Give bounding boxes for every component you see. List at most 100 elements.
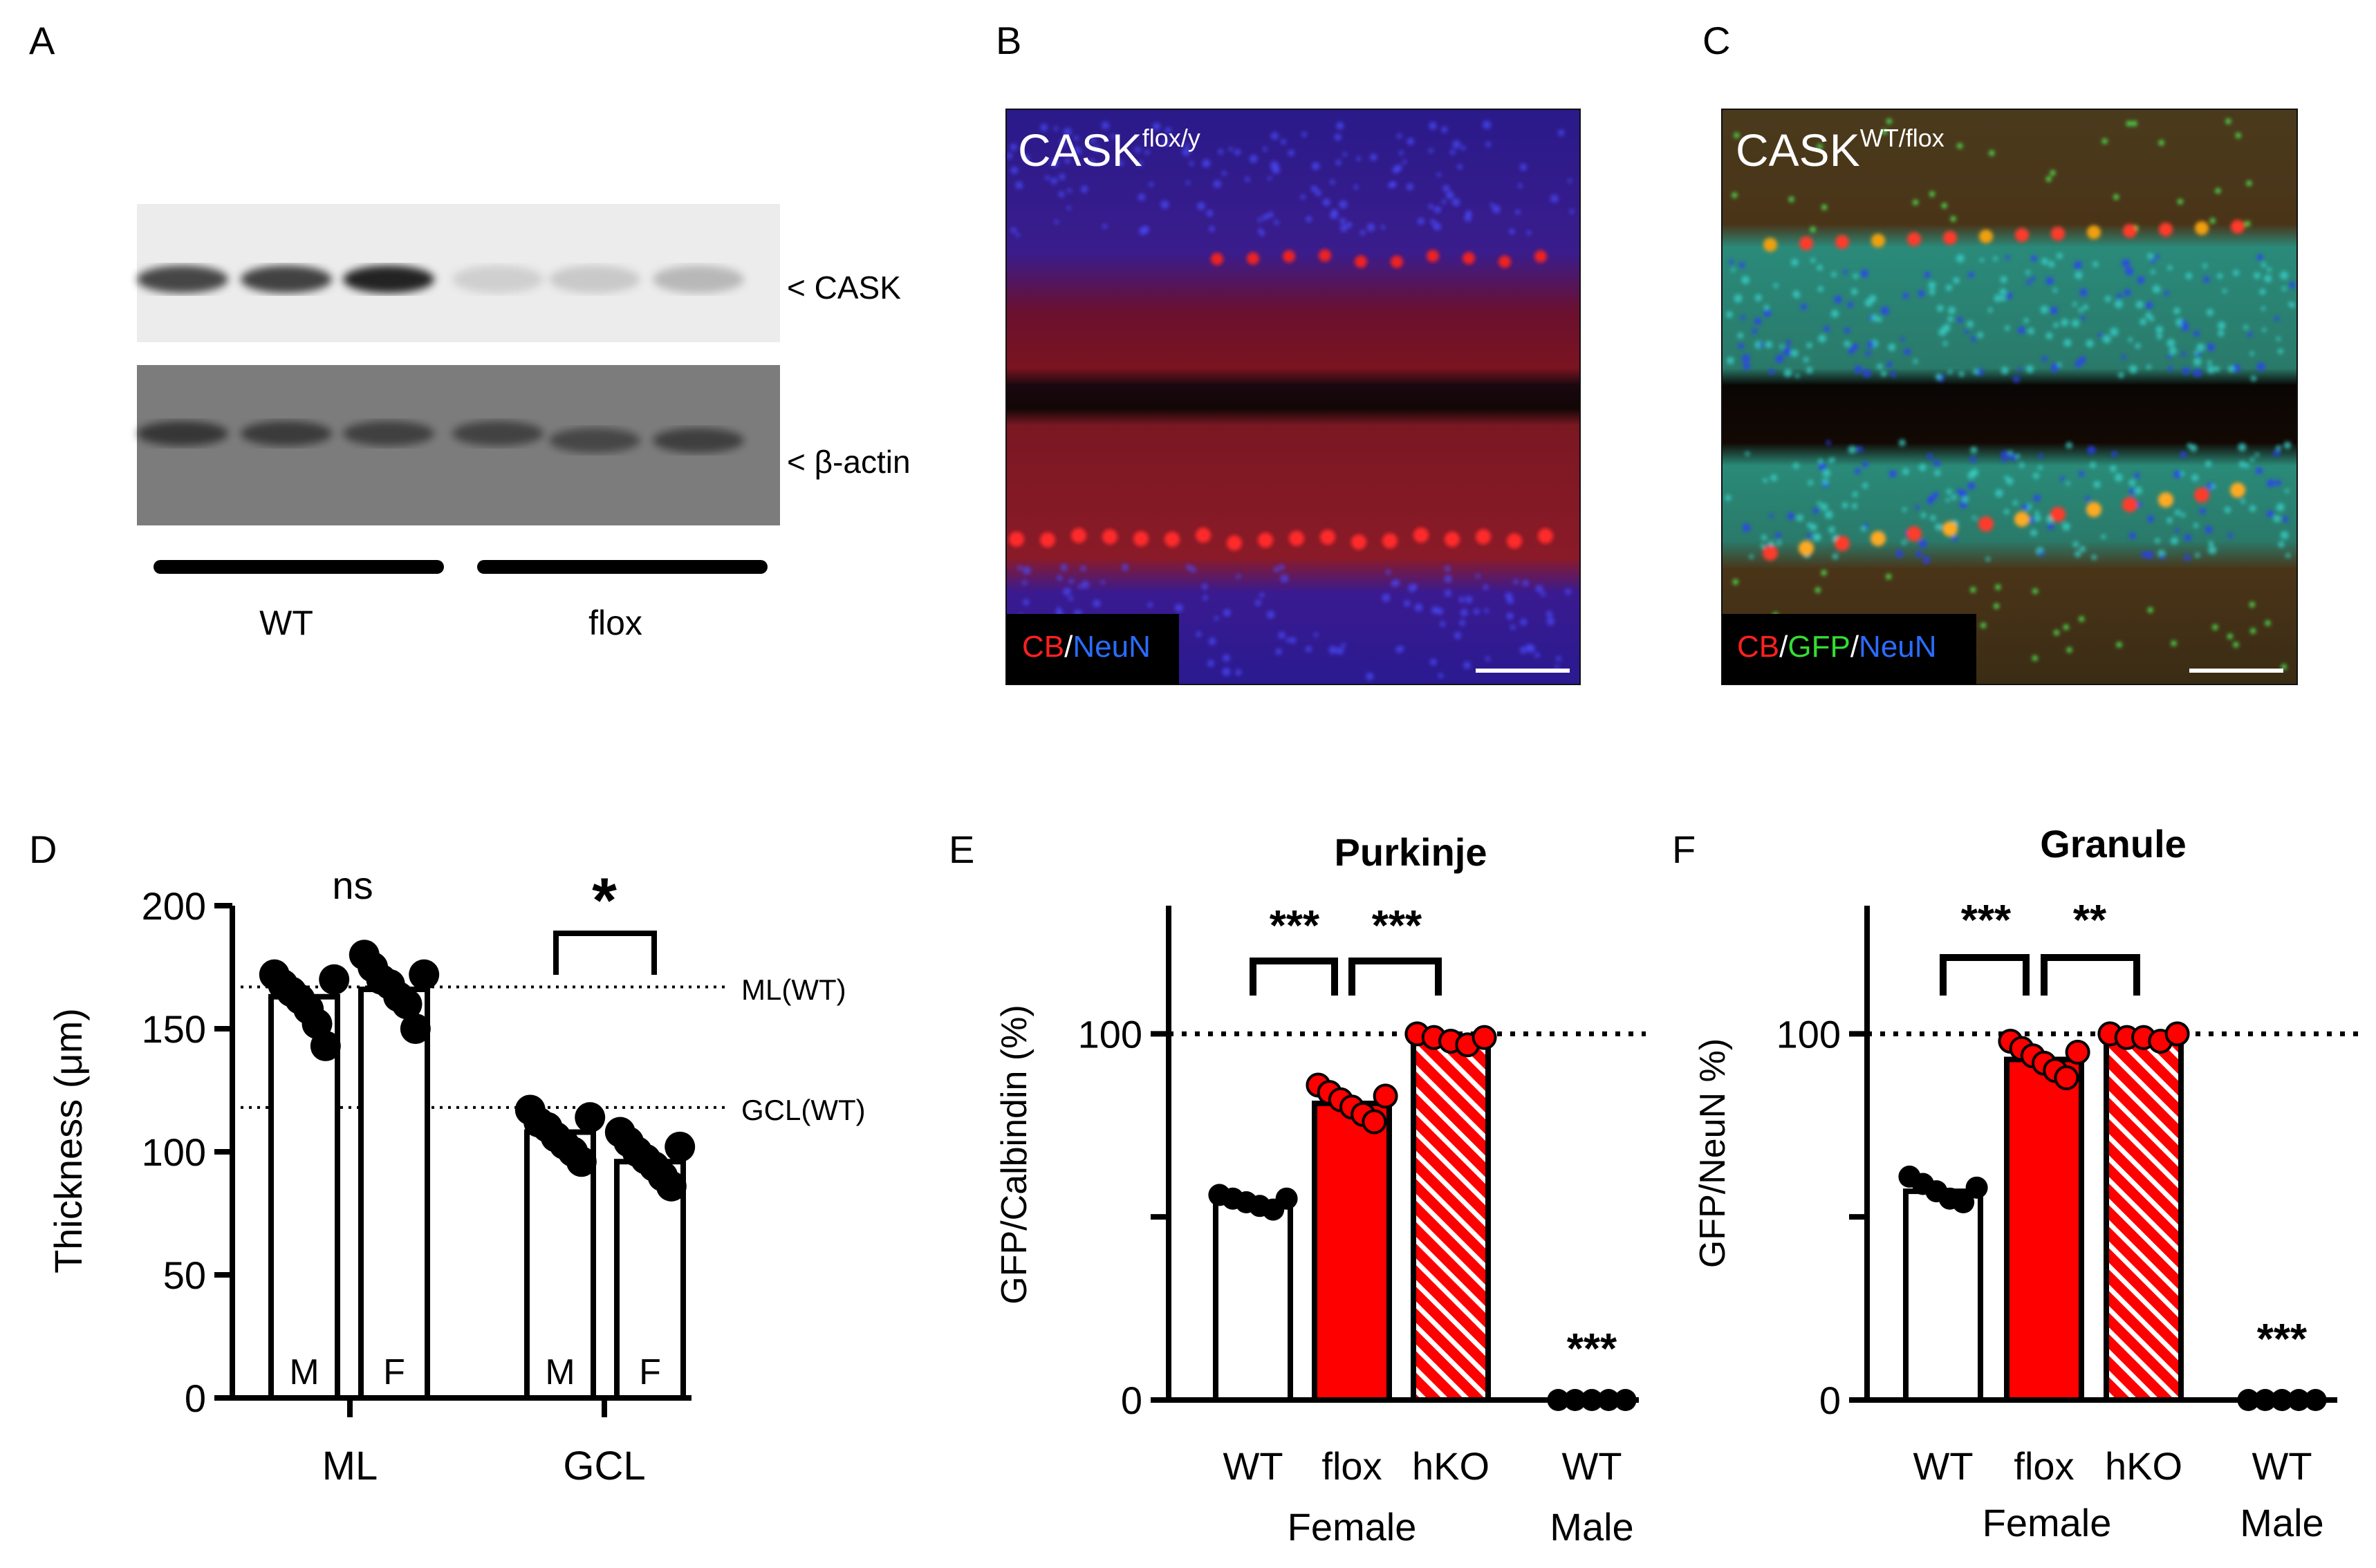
granule-dot bbox=[1948, 306, 1956, 315]
granule-dot bbox=[2171, 536, 2178, 545]
significance-stars: ** bbox=[2073, 897, 2107, 944]
neun-dot bbox=[1476, 574, 1481, 579]
neun-dot bbox=[1022, 580, 1028, 586]
purkinje-cell bbox=[1071, 528, 1086, 543]
granule-dot bbox=[2167, 354, 2172, 359]
neun-dot bbox=[1234, 149, 1241, 156]
granule-dot bbox=[1844, 340, 1850, 348]
granule-dot bbox=[1737, 333, 1744, 339]
purkinje-cell bbox=[1943, 231, 1957, 245]
granule-dot bbox=[1738, 342, 1745, 349]
significance-stars: *** bbox=[2257, 1316, 2308, 1363]
gfp-dot bbox=[2215, 187, 2221, 194]
neun-dot bbox=[1023, 599, 1030, 606]
granule-dot bbox=[1848, 347, 1855, 355]
granule-dot bbox=[1959, 501, 1967, 508]
granule-dot bbox=[2160, 554, 2165, 560]
granule-dot bbox=[1904, 348, 1911, 355]
granule-dot bbox=[2150, 258, 2155, 263]
granule-dot bbox=[2193, 368, 2202, 377]
granule-dot bbox=[2022, 503, 2029, 510]
granule-dot bbox=[2278, 541, 2285, 548]
granule-dot bbox=[1929, 289, 1936, 295]
cask-band bbox=[653, 265, 744, 293]
neun-dot bbox=[1390, 181, 1397, 188]
chart-e-title: Purkinje bbox=[1335, 830, 1487, 874]
neun-dot bbox=[1336, 122, 1344, 130]
purkinje-cell bbox=[1507, 533, 1522, 549]
granule-dot bbox=[2256, 362, 2265, 371]
neun-dot bbox=[1565, 588, 1571, 595]
neun-dot bbox=[1093, 145, 1100, 153]
gfp-dot bbox=[2227, 633, 2233, 640]
neun-dot bbox=[1444, 566, 1451, 572]
neun-dot bbox=[1449, 149, 1456, 155]
granule-dot bbox=[1886, 362, 1892, 368]
granule-dot bbox=[1919, 539, 1927, 548]
granule-dot bbox=[2004, 325, 2010, 331]
neun-dot bbox=[1517, 183, 1523, 188]
neun-dot bbox=[1270, 132, 1279, 140]
granule-dot bbox=[2243, 324, 2249, 330]
granule-dot bbox=[2033, 494, 2041, 502]
granule-dot bbox=[2255, 467, 2263, 475]
granule-dot bbox=[1977, 332, 1984, 339]
bar-label: flox bbox=[2014, 1444, 2074, 1488]
neun-dot bbox=[1023, 566, 1031, 575]
neun-dot bbox=[1413, 584, 1418, 588]
granule-dot bbox=[1775, 532, 1781, 539]
neun-dot bbox=[1236, 574, 1241, 579]
granule-dot bbox=[1852, 492, 1858, 498]
granule-dot bbox=[1927, 454, 1933, 460]
purkinje-cell bbox=[1289, 530, 1304, 546]
neun-dot bbox=[1010, 167, 1019, 174]
granule-dot bbox=[2114, 473, 2123, 482]
granule-dot bbox=[1951, 536, 1958, 541]
granule-dot bbox=[2173, 470, 2182, 478]
granule-dot bbox=[2207, 365, 2215, 374]
significance-bracket bbox=[2041, 954, 2140, 996]
granule-dot bbox=[2056, 252, 2063, 259]
granule-dot bbox=[1956, 254, 1965, 263]
granule-dot bbox=[2026, 280, 2032, 286]
neun-dot bbox=[1505, 592, 1512, 600]
granule-dot bbox=[1817, 501, 1822, 506]
granule-dot bbox=[2196, 343, 2205, 352]
granule-dot bbox=[1967, 482, 1976, 490]
neun-dot bbox=[1279, 564, 1285, 570]
purkinje-cell bbox=[1164, 532, 1180, 548]
neun-dot bbox=[1274, 219, 1279, 225]
granule-dot bbox=[2262, 328, 2267, 333]
granule-dot bbox=[2203, 276, 2210, 283]
granule-dot bbox=[2175, 528, 2180, 533]
granule-dot bbox=[1769, 514, 1774, 519]
y-tick-label: 150 bbox=[142, 1007, 206, 1051]
neun-dot bbox=[1010, 227, 1017, 234]
granule-dot bbox=[1806, 522, 1812, 528]
granule-dot bbox=[2214, 366, 2220, 372]
granule-dot bbox=[2285, 488, 2290, 493]
granule-dot bbox=[1818, 463, 1827, 471]
granule-dot bbox=[1864, 299, 1873, 307]
granule-dot bbox=[2116, 293, 2122, 299]
neun-dot bbox=[1454, 631, 1462, 640]
granule-dot bbox=[2015, 454, 2021, 459]
neun-dot bbox=[1356, 156, 1361, 161]
granule-dot bbox=[2102, 335, 2111, 344]
neun-dot bbox=[1186, 180, 1191, 185]
blot-label-actin: < β-actin bbox=[787, 444, 911, 480]
neun-dot bbox=[1550, 194, 1559, 203]
gfp-dot bbox=[1788, 196, 1794, 203]
neun-dot bbox=[1201, 584, 1208, 590]
neun-dot bbox=[1513, 579, 1519, 585]
granule-dot bbox=[2071, 319, 2079, 328]
granule-dot bbox=[1808, 480, 1814, 486]
neun-dot bbox=[1164, 127, 1171, 133]
neun-dot bbox=[1203, 595, 1208, 601]
granule-dot bbox=[1770, 474, 1778, 482]
neun-dot bbox=[1353, 185, 1359, 189]
neun-dot bbox=[1485, 656, 1490, 662]
granule-dot bbox=[2038, 454, 2043, 458]
neun-dot bbox=[1080, 566, 1086, 572]
